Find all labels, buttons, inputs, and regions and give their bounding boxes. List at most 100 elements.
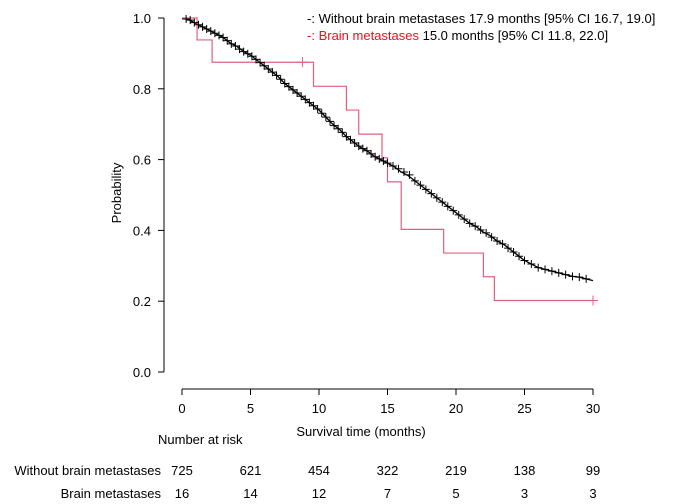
censor-mark-without-brain-metastases (465, 219, 474, 228)
censor-mark-without-brain-metastases (256, 58, 265, 67)
censor-mark-without-brain-metastases (268, 68, 277, 77)
risk-count-without-brain-metastases: 322 (377, 463, 399, 478)
chart-censor-marks (182, 15, 598, 306)
censor-mark-without-brain-metastases (515, 252, 524, 261)
censor-mark-brain-metastases (297, 57, 308, 68)
risk-table-title: Number at risk (158, 432, 243, 447)
legend-entry-brain-metastases: -: Brain metastases 15.0 months [95% CI … (307, 28, 608, 43)
risk-count-without-brain-metastases: 725 (171, 463, 193, 478)
x-tick-label: 5 (247, 401, 254, 416)
x-tick-label: 10 (312, 401, 326, 416)
legend-summary: 15.0 months [95% CI 11.8, 22.0] (419, 28, 608, 43)
censor-mark-without-brain-metastases (371, 152, 380, 161)
risk-row-label-brain-metastases: Brain metastases (61, 486, 162, 501)
x-tick-label: 20 (449, 401, 463, 416)
censor-mark-without-brain-metastases (313, 104, 322, 113)
chart-axes: 0.0 0.2 0.4 0.6 0.8 1.0 0 5 10 15 20 25 30 (133, 11, 600, 416)
censor-mark-without-brain-metastases (198, 22, 207, 31)
censor-mark-without-brain-metastases (487, 233, 496, 242)
risk-count-brain-metastases: 7 (384, 486, 391, 501)
censor-mark-without-brain-metastases (190, 18, 199, 27)
censor-mark-without-brain-metastases (399, 167, 408, 176)
risk-count-brain-metastases: 14 (243, 486, 257, 501)
censor-mark-without-brain-metastases (284, 82, 293, 91)
censor-mark-without-brain-metastases (330, 121, 339, 130)
censor-mark-without-brain-metastases (568, 272, 577, 281)
censor-mark-without-brain-metastases (561, 270, 570, 279)
censor-mark-without-brain-metastases (350, 138, 359, 147)
censor-mark-without-brain-metastases (383, 159, 392, 168)
censor-mark-without-brain-metastases (443, 202, 452, 211)
x-tick-label: 30 (586, 401, 600, 416)
x-tick-label: 25 (517, 401, 531, 416)
x-tick-label: 0 (178, 401, 185, 416)
censor-mark-without-brain-metastases (219, 33, 228, 42)
survival-curve-brain-metastases (182, 17, 593, 302)
censor-mark-without-brain-metastases (235, 45, 244, 54)
censor-mark-without-brain-metastases (504, 244, 513, 253)
risk-count-brain-metastases: 5 (452, 486, 459, 501)
censor-mark-without-brain-metastases (338, 128, 347, 137)
censor-mark-without-brain-metastases (394, 164, 403, 173)
censor-mark-without-brain-metastases (182, 15, 191, 24)
chart-legend: -: Without brain metastases 17.9 months … (307, 11, 655, 43)
censor-mark-without-brain-metastases (223, 36, 232, 45)
censor-mark-without-brain-metastases (438, 198, 447, 207)
censor-mark-without-brain-metastases (421, 185, 430, 194)
censor-mark-without-brain-metastases (375, 154, 384, 163)
censor-mark-without-brain-metastases (305, 98, 314, 107)
censor-mark-without-brain-metastases (272, 71, 281, 80)
censor-mark-without-brain-metastases (534, 263, 543, 272)
censor-mark-without-brain-metastases (482, 228, 491, 237)
risk-row-label-without-brain-metastases: Without brain metastases (14, 463, 161, 478)
censor-mark-without-brain-metastases (460, 215, 469, 224)
censor-mark-without-brain-metastases (210, 29, 219, 38)
censor-mark-without-brain-metastases (342, 132, 351, 141)
censor-mark-without-brain-metastases (202, 24, 211, 33)
censor-mark-without-brain-metastases (293, 89, 302, 98)
censor-mark-without-brain-metastases (239, 47, 248, 56)
censor-mark-without-brain-metastases (454, 210, 463, 219)
censor-mark-without-brain-metastases (362, 146, 371, 155)
censor-mark-without-brain-metastases (432, 193, 441, 202)
censor-mark-without-brain-metastases (575, 273, 584, 282)
censor-mark-without-brain-metastases (301, 95, 310, 104)
censor-mark-without-brain-metastases (541, 265, 550, 274)
censor-mark-without-brain-metastases (260, 61, 269, 70)
censor-mark-without-brain-metastases (427, 189, 436, 198)
risk-count-brain-metastases: 16 (175, 486, 189, 501)
censor-mark-without-brain-metastases (346, 135, 355, 144)
y-tick-label: 0.0 (133, 365, 151, 380)
censor-mark-without-brain-metastases (309, 101, 318, 110)
censor-mark-without-brain-metastases (493, 237, 502, 246)
x-tick-label: 15 (380, 401, 394, 416)
risk-count-without-brain-metastases: 454 (308, 463, 330, 478)
censor-mark-without-brain-metastases (582, 274, 591, 283)
censor-mark-without-brain-metastases (498, 239, 507, 248)
censor-mark-without-brain-metastases (520, 256, 529, 265)
censor-mark-without-brain-metastases (243, 49, 252, 58)
censor-mark-without-brain-metastases (206, 27, 215, 36)
censor-mark-without-brain-metastases (554, 268, 563, 277)
legend-series-name: Without brain metastases (319, 11, 466, 26)
y-axis-label: Probability (109, 162, 124, 223)
censor-mark-without-brain-metastases (264, 64, 273, 73)
censor-mark-without-brain-metastases (527, 260, 536, 269)
censor-mark-without-brain-metastases (321, 113, 330, 122)
legend-series-name: Brain metastases (319, 28, 420, 43)
censor-mark-without-brain-metastases (410, 176, 419, 185)
y-tick-label: 0.8 (133, 82, 151, 97)
censor-mark-without-brain-metastases (280, 79, 289, 88)
censor-mark-without-brain-metastases (354, 142, 363, 151)
censor-mark-without-brain-metastases (231, 41, 240, 50)
censor-mark-without-brain-metastases (449, 206, 458, 215)
x-axis-label: Survival time (months) (296, 424, 425, 439)
censor-mark-without-brain-metastases (334, 124, 343, 133)
censor-mark-without-brain-metastases (194, 20, 203, 29)
legend-summary: 17.9 months [95% CI 16.7, 19.0] (465, 11, 655, 26)
censor-mark-without-brain-metastases (509, 247, 518, 256)
censor-mark-without-brain-metastases (367, 149, 376, 158)
censor-mark-without-brain-metastases (227, 39, 236, 48)
censor-mark-without-brain-metastases (471, 222, 480, 231)
